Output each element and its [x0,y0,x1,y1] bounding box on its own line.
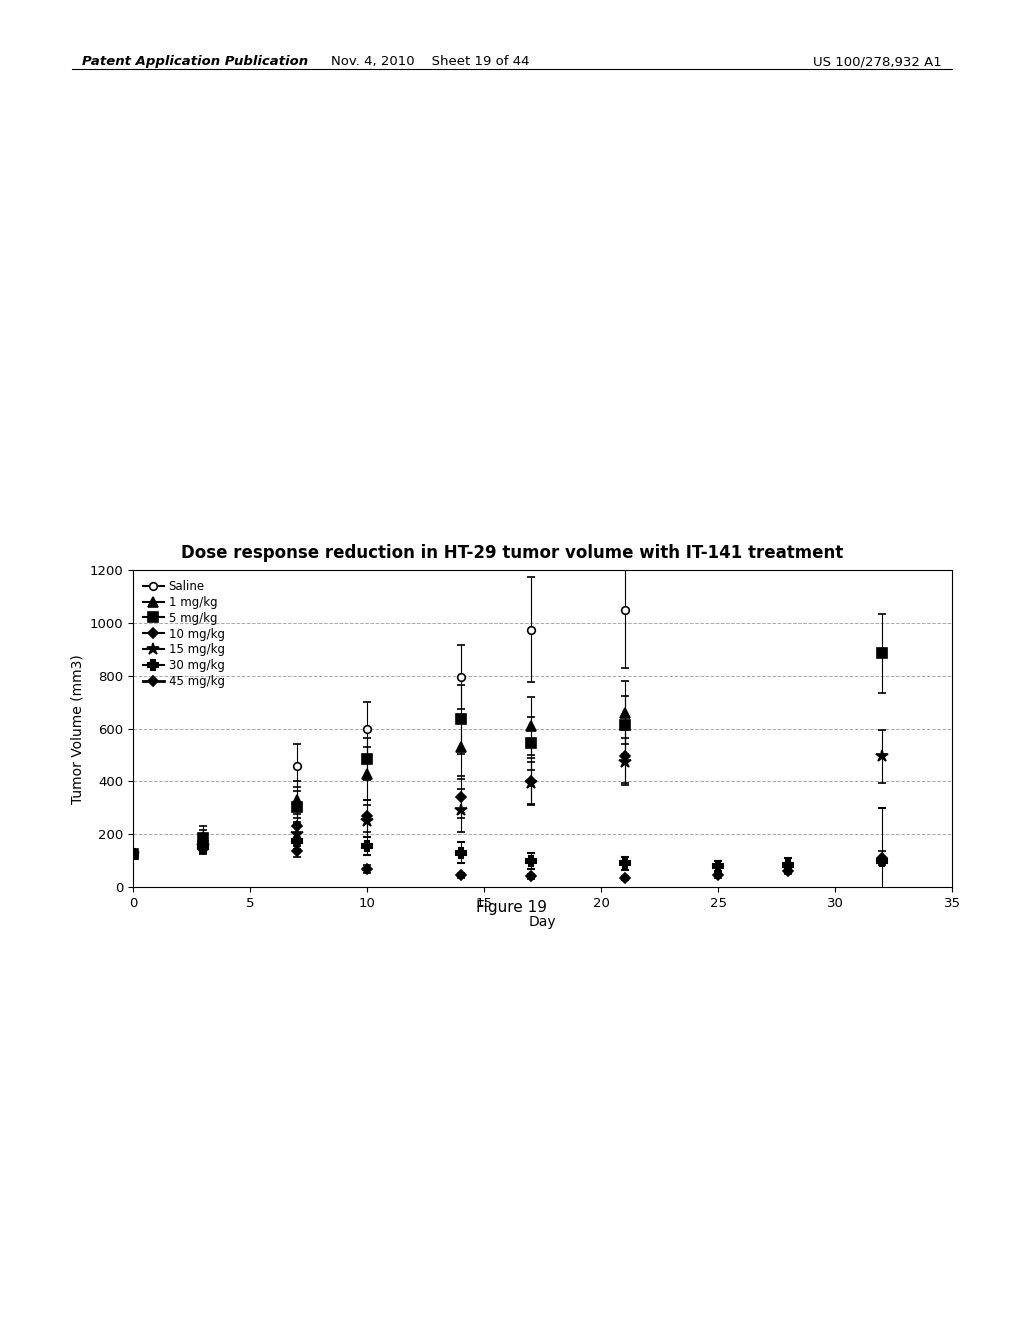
X-axis label: Day: Day [529,915,556,929]
Text: Nov. 4, 2010    Sheet 19 of 44: Nov. 4, 2010 Sheet 19 of 44 [331,55,529,69]
Y-axis label: Tumor Volume (mm3): Tumor Volume (mm3) [70,653,84,804]
Legend: Saline, 1 mg/kg, 5 mg/kg, 10 mg/kg, 15 mg/kg, 30 mg/kg, 45 mg/kg: Saline, 1 mg/kg, 5 mg/kg, 10 mg/kg, 15 m… [139,576,228,692]
Text: Dose response reduction in HT-29 tumor volume with IT-141 treatment: Dose response reduction in HT-29 tumor v… [181,544,843,562]
Text: Figure 19: Figure 19 [476,900,548,915]
Text: US 100/278,932 A1: US 100/278,932 A1 [813,55,942,69]
Text: Patent Application Publication: Patent Application Publication [82,55,308,69]
